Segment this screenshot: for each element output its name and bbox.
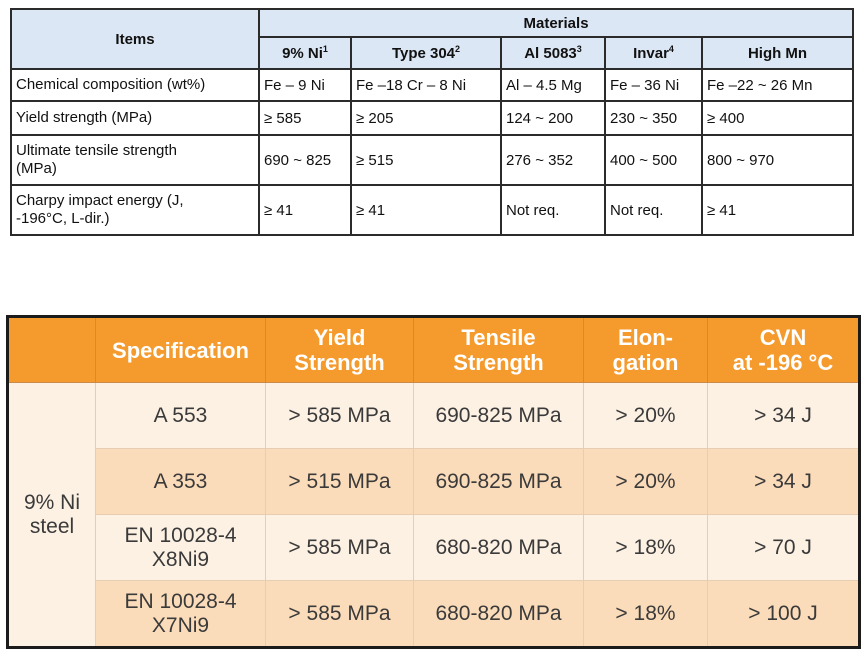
table-cell: ≥ 400 [700,100,855,136]
row-label: Chemical composition (wt%) [10,68,260,102]
table-cell: 800 ~ 970 [700,134,855,186]
elongation-cell: > 18% [583,514,708,581]
table-cell: 276 ~ 352 [500,134,606,186]
row-label: Charpy impact energy (J, -196°C, L-dir.) [10,184,260,236]
table-cell: ≥ 41 [350,184,502,236]
elongation-cell: > 20% [583,382,708,449]
table-row: Yield strength (MPa) ≥ 585 ≥ 205 124 ~ 2… [10,100,855,136]
table-cell: ≥ 585 [258,100,352,136]
yield-cell: > 585 MPa [265,514,414,581]
elongation-cell: > 18% [583,580,708,648]
corner-header [7,316,96,383]
specification-header: Specification [95,316,266,383]
table-cell: Fe – 36 Ni [604,68,703,102]
table-cell: Fe –22 ~ 26 Mn [700,68,855,102]
elongation-cell: > 20% [583,448,708,515]
material-header: Type 3042 [350,36,502,70]
yield-cell: > 585 MPa [265,580,414,648]
material-header: Al 50833 [500,36,606,70]
cvn-cell: > 100 J [707,580,860,648]
table-row: A 353 > 515 MPa 690-825 MPa > 20% > 34 J [8,448,860,515]
table-cell: Fe –18 Cr – 8 Ni [350,68,502,102]
cvn-cell: > 34 J [707,382,860,449]
nickel-steel-spec-table: Specification Yield Strength Tensile Stren… [6,315,861,649]
tensile-cell: 690-825 MPa [413,448,584,515]
table-cell: Fe – 9 Ni [258,68,352,102]
tensile-strength-header: Tensile Strength [413,316,584,383]
table-row: EN 10028-4 X8Ni9 > 585 MPa 680-820 MPa > … [8,514,860,581]
table-cell: 230 ~ 350 [604,100,703,136]
spec-cell: EN 10028-4 X7Ni9 [95,580,266,648]
material-header: 9% Ni1 [258,36,352,70]
row-label: Ultimate tensile strength (MPa) [10,134,260,186]
spec-cell: A 353 [95,448,266,515]
table-cell: ≥ 41 [258,184,352,236]
table-row: Charpy impact energy (J, -196°C, L-dir.)… [10,184,855,236]
table-cell: Not req. [500,184,606,236]
cvn-cell: > 70 J [707,514,860,581]
spec-cell: A 553 [95,382,266,449]
tensile-cell: 680-820 MPa [413,514,584,581]
table-cell: 400 ~ 500 [604,134,703,186]
tensile-cell: 680-820 MPa [413,580,584,648]
material-group-label: 9% Ni steel [7,382,96,648]
table-cell: ≥ 41 [700,184,855,236]
table-row: EN 10028-4 X7Ni9 > 585 MPa 680-820 MPa > … [8,580,860,648]
cvn-header: CVN at -196 °C [707,316,860,383]
table-cell: Al – 4.5 Mg [500,68,606,102]
materials-header: Materials [257,8,855,38]
materials-comparison-table: Items Materials 9% Ni1 Type 3042 Al 5083… [10,8,855,236]
material-header: Invar4 [604,36,703,70]
items-header: Items [10,8,260,70]
material-header: High Mn [700,36,855,70]
table-cell: 690 ~ 825 [258,134,352,186]
table-row: Chemical composition (wt%) Fe – 9 Ni Fe … [10,68,855,102]
spec-cell: EN 10028-4 X8Ni9 [95,514,266,581]
table-cell: ≥ 205 [350,100,502,136]
yield-strength-header: Yield Strength [265,316,414,383]
table-cell: ≥ 515 [350,134,502,186]
table-cell: 124 ~ 200 [500,100,606,136]
table-row: Ultimate tensile strength (MPa) 690 ~ 82… [10,134,855,186]
yield-cell: > 515 MPa [265,448,414,515]
table-cell: Not req. [604,184,703,236]
row-label: Yield strength (MPa) [10,100,260,136]
tensile-cell: 690-825 MPa [413,382,584,449]
elongation-header: Elon-gation [583,316,708,383]
yield-cell: > 585 MPa [265,382,414,449]
table-row: 9% Ni steel A 553 > 585 MPa 690-825 MPa >… [7,382,860,648]
cvn-cell: > 34 J [707,448,860,515]
